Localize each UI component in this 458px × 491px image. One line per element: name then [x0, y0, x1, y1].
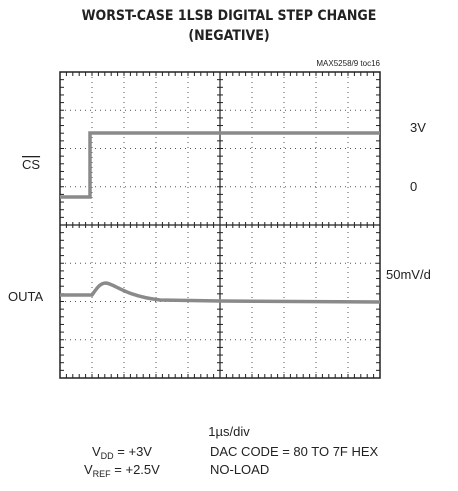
cs-trace: [60, 131, 380, 199]
level-label: 3V: [410, 120, 426, 135]
symbol: V: [92, 444, 101, 459]
subscript: REF: [93, 469, 112, 479]
scale-label: 50mV/d: [386, 267, 431, 282]
timebase: 1µs/div: [208, 424, 250, 439]
vdd-label: VDD = +3V: [92, 444, 152, 461]
symbol: V: [84, 462, 93, 477]
cs-label: CS: [22, 157, 40, 172]
vref-label: VREF = +2.5V: [84, 462, 160, 479]
value: = +3V: [114, 444, 153, 459]
title-line: (NEGATIVE): [188, 28, 269, 44]
title-line: WORST-CASE 1LSB DIGITAL STEP CHANGE: [82, 8, 377, 24]
load-label: NO-LOAD: [210, 462, 269, 477]
scope-grid: [59, 71, 381, 379]
value: = +2.5V: [111, 462, 160, 477]
figure-id: MAX5258/9 toc16: [316, 59, 380, 68]
subscript: DD: [101, 451, 114, 461]
code-label: DAC CODE = 80 TO 7F HEX: [210, 444, 379, 459]
outa-label: OUTA: [8, 289, 43, 304]
level-label: 0: [410, 179, 417, 194]
outa-trace: [60, 281, 381, 304]
